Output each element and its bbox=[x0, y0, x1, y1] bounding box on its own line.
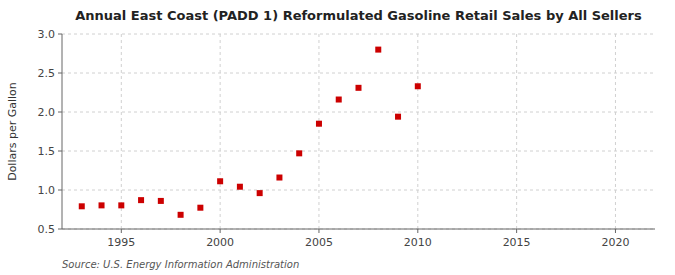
tick-x bbox=[121, 229, 122, 233]
tick-label-x: 2000 bbox=[206, 236, 234, 249]
source-note: Source: U.S. Energy Information Administ… bbox=[62, 259, 299, 270]
grid-line-y bbox=[62, 190, 655, 191]
tick-y bbox=[58, 190, 62, 191]
tick-y bbox=[58, 34, 62, 35]
axes: 0.5 1.0 1.5 2.0 2.5 3.0 1995 2000 2005 2010 2015 20… bbox=[38, 28, 656, 249]
point: 1998: 0.682 bbox=[178, 212, 184, 218]
grid-line-y bbox=[62, 229, 655, 230]
tick-x bbox=[516, 229, 517, 233]
tick-label-x: 2015 bbox=[503, 236, 531, 249]
tick-label-x: 1995 bbox=[107, 236, 135, 249]
tick-x bbox=[417, 229, 418, 233]
point: 1993: 0.791 bbox=[79, 203, 85, 209]
chart-svg: Annual East Coast (PADD 1) Reformulated … bbox=[0, 0, 675, 275]
grid-line-y bbox=[62, 73, 655, 74]
axis-line-y bbox=[62, 34, 63, 229]
chart-title: Annual East Coast (PADD 1) Reformulated … bbox=[75, 8, 642, 23]
grid-line-x bbox=[121, 34, 122, 229]
points: 1993: 0.791 1994: 0.803 1995: 0.803 1996: 0… bbox=[79, 47, 421, 218]
point: 2004: 1.47 bbox=[296, 150, 302, 156]
grid-line-x bbox=[220, 34, 221, 229]
background bbox=[0, 0, 675, 275]
grid-line-x bbox=[615, 34, 616, 229]
point: 2009: 1.94 bbox=[395, 114, 401, 120]
point: 1995: 0.803 bbox=[118, 202, 124, 208]
point: 1997: 0.86 bbox=[158, 198, 164, 204]
tick-x bbox=[220, 229, 221, 233]
grid-line-y bbox=[62, 34, 655, 35]
point: 2007: 2.31 bbox=[356, 85, 362, 91]
tick-y bbox=[58, 112, 62, 113]
tick-label-y: 1.0 bbox=[38, 184, 56, 197]
tick-y bbox=[58, 229, 62, 230]
tick-x bbox=[318, 229, 319, 233]
grid bbox=[62, 34, 655, 229]
point: 2001: 1.042 bbox=[237, 184, 243, 190]
tick-label-y: 0.5 bbox=[38, 223, 56, 236]
point: 1994: 0.803 bbox=[99, 202, 105, 208]
point: 2010: 2.33 bbox=[415, 83, 421, 89]
chart-container: Annual East Coast (PADD 1) Reformulated … bbox=[0, 0, 675, 275]
tick-y bbox=[58, 151, 62, 152]
point: 2006: 2.16 bbox=[336, 97, 342, 103]
axis-label-y: Dollars per Gallon bbox=[6, 82, 19, 181]
grid-line-x bbox=[318, 34, 319, 229]
point: 1996: 0.87 bbox=[138, 197, 144, 203]
axis-line-x bbox=[62, 229, 655, 230]
grid-line-y bbox=[62, 112, 655, 113]
point: 2000: 1.112 bbox=[217, 178, 223, 184]
tick-label-y: 2.0 bbox=[38, 106, 56, 119]
grid-line-y bbox=[62, 151, 655, 152]
point: 2002: 0.96 bbox=[257, 190, 263, 196]
tick-y bbox=[58, 73, 62, 74]
point: 1999: 0.773 bbox=[197, 205, 203, 211]
tick-label-y: 2.5 bbox=[38, 67, 56, 80]
tick-label-y: 3.0 bbox=[38, 28, 56, 41]
point: 2008: 2.8 bbox=[375, 47, 381, 53]
tick-label-x: 2010 bbox=[404, 236, 432, 249]
grid-line-x bbox=[417, 34, 418, 229]
grid-line-x bbox=[516, 34, 517, 229]
tick-label-x: 2005 bbox=[305, 236, 333, 249]
point: 2003: 1.16 bbox=[276, 175, 282, 181]
tick-x bbox=[615, 229, 616, 233]
tick-label-x: 2020 bbox=[601, 236, 629, 249]
tick-label-y: 1.5 bbox=[38, 145, 56, 158]
point: 2005: 1.85 bbox=[316, 121, 322, 127]
